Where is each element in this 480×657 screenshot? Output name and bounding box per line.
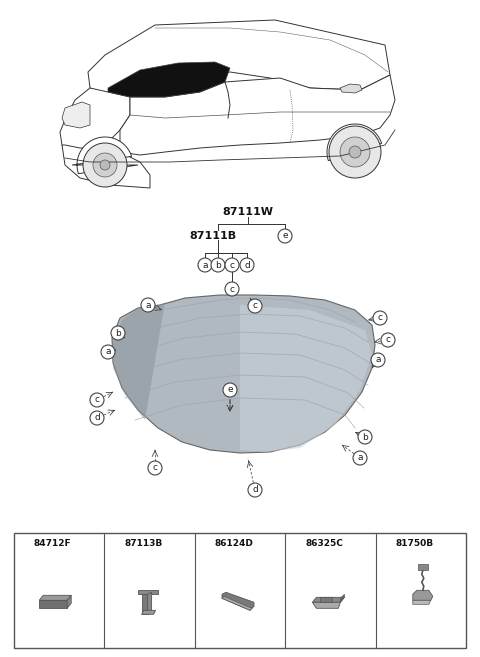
Polygon shape (62, 102, 90, 128)
Circle shape (93, 153, 117, 177)
Circle shape (211, 258, 225, 272)
Circle shape (83, 143, 127, 187)
Circle shape (373, 311, 387, 325)
Text: c: c (377, 313, 383, 323)
Circle shape (340, 137, 370, 167)
Polygon shape (413, 600, 431, 604)
Circle shape (248, 299, 262, 313)
Circle shape (378, 536, 392, 550)
Circle shape (248, 483, 262, 497)
Circle shape (90, 411, 104, 425)
Text: 87113B: 87113B (124, 539, 163, 547)
Circle shape (141, 298, 155, 312)
Circle shape (198, 258, 212, 272)
Text: 84712F: 84712F (34, 539, 72, 547)
Polygon shape (312, 597, 345, 602)
Text: c: c (202, 539, 206, 547)
Text: a: a (105, 348, 111, 357)
Circle shape (225, 282, 239, 296)
Text: a: a (357, 453, 363, 463)
Polygon shape (222, 593, 254, 610)
Circle shape (353, 451, 367, 465)
Text: b: b (215, 260, 221, 269)
Text: 81750B: 81750B (396, 539, 434, 547)
Polygon shape (327, 124, 382, 161)
Text: d: d (291, 539, 297, 547)
Text: 86124D: 86124D (215, 539, 253, 547)
Polygon shape (88, 20, 390, 95)
Text: d: d (94, 413, 100, 422)
Circle shape (223, 383, 237, 397)
Polygon shape (39, 600, 67, 608)
Text: a: a (145, 300, 151, 309)
Polygon shape (240, 305, 372, 452)
Circle shape (225, 258, 239, 272)
Text: d: d (252, 486, 258, 495)
Circle shape (148, 461, 162, 475)
Text: a: a (202, 260, 208, 269)
Polygon shape (138, 590, 157, 595)
Text: c: c (153, 463, 157, 472)
Polygon shape (112, 295, 375, 453)
Text: c: c (229, 284, 235, 294)
Circle shape (197, 536, 211, 550)
Text: e: e (282, 231, 288, 240)
Polygon shape (340, 595, 345, 602)
Text: b: b (111, 539, 116, 547)
Text: c: c (252, 302, 257, 311)
Polygon shape (67, 595, 71, 608)
Polygon shape (222, 597, 252, 610)
Text: 87111W: 87111W (223, 207, 274, 217)
Circle shape (371, 353, 385, 367)
Text: a: a (21, 539, 25, 547)
Polygon shape (39, 595, 71, 600)
Circle shape (100, 160, 110, 170)
Text: c: c (229, 260, 235, 269)
Text: 87111B: 87111B (190, 231, 237, 241)
Text: c: c (95, 396, 99, 405)
Text: 86325C: 86325C (305, 539, 343, 547)
Polygon shape (413, 590, 433, 600)
Polygon shape (72, 137, 138, 173)
Circle shape (358, 430, 372, 444)
Circle shape (101, 345, 115, 359)
Polygon shape (340, 84, 362, 93)
Polygon shape (312, 602, 340, 608)
Polygon shape (113, 302, 165, 420)
Polygon shape (142, 610, 156, 614)
Polygon shape (60, 88, 130, 158)
Polygon shape (142, 595, 148, 614)
Text: c: c (385, 336, 391, 344)
Text: a: a (375, 355, 381, 365)
Text: e: e (227, 386, 233, 394)
Polygon shape (321, 597, 333, 602)
Circle shape (240, 258, 254, 272)
Polygon shape (108, 62, 230, 97)
Polygon shape (148, 593, 152, 614)
Circle shape (107, 536, 120, 550)
Polygon shape (62, 145, 150, 188)
Circle shape (16, 536, 30, 550)
Polygon shape (418, 564, 428, 570)
Polygon shape (120, 75, 395, 155)
Circle shape (329, 126, 381, 178)
Circle shape (381, 333, 395, 347)
Circle shape (90, 393, 104, 407)
Circle shape (287, 536, 301, 550)
Circle shape (349, 146, 361, 158)
Text: d: d (244, 260, 250, 269)
Text: e: e (382, 539, 387, 547)
Circle shape (278, 229, 292, 243)
Text: b: b (115, 328, 121, 338)
Circle shape (111, 326, 125, 340)
Text: b: b (362, 432, 368, 442)
FancyBboxPatch shape (14, 533, 466, 648)
